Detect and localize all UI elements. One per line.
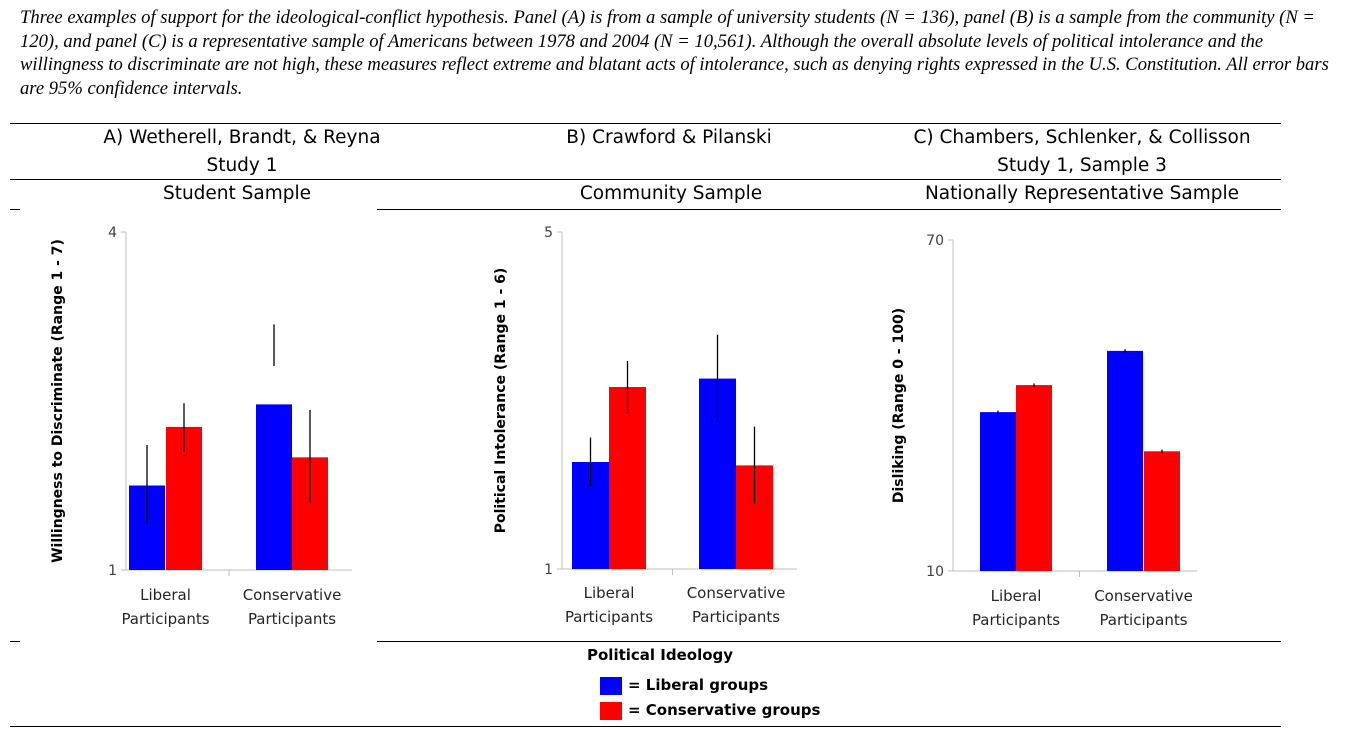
category-label: Conservative <box>1094 587 1193 605</box>
category-label: Liberal <box>584 584 635 602</box>
panel-title-line2: Study 1 <box>206 155 278 176</box>
legend-rule <box>377 641 1281 642</box>
panel-title-line1: C) Chambers, Schlenker, & Collisson <box>913 127 1251 148</box>
y-axis-label: Political Intolerance (Range 1 - 6) <box>493 268 509 534</box>
panel-title-line1: B) Crawford & Pilanski <box>566 127 772 148</box>
panel-a-sample: Student Sample <box>162 183 312 204</box>
y-tick-label: 10 <box>926 564 944 580</box>
panel-title-line2: Study 1, Sample 3 <box>997 155 1167 176</box>
category-label: Conservative <box>687 584 786 602</box>
bar <box>980 412 1016 571</box>
y-axis-label: Willingness to Discriminate (Range 1 - 7… <box>50 239 66 563</box>
bottom-rule <box>10 726 1281 727</box>
y-tick-label: 5 <box>544 225 553 241</box>
category-label: Participants <box>1099 611 1187 629</box>
top-rule <box>10 123 1281 124</box>
bar <box>609 387 646 569</box>
panel-title-line1: A) Wetherell, Brandt, & Reyna <box>103 127 381 148</box>
y-tick-label: 4 <box>108 225 117 241</box>
legend-swatch-conservative <box>600 701 622 720</box>
category-label: Liberal <box>140 586 191 604</box>
legend-item-liberal: = Liberal groups <box>600 675 768 695</box>
sample-rule-left <box>377 209 1281 210</box>
category-label: Participants <box>565 608 653 626</box>
category-label: Participants <box>972 611 1060 629</box>
chart-panel-c: 10 70 Disliking (Range 0 - 100) Liberal Part… <box>891 233 1197 629</box>
y-tick-label: 1 <box>544 562 553 578</box>
legend-label: = Conservative groups <box>628 701 821 719</box>
bar <box>1107 350 1143 571</box>
category-label: Participants <box>692 608 780 626</box>
left-tick-mark <box>10 641 20 642</box>
figure-caption: Three examples of support for the ideolo… <box>20 7 1329 99</box>
bar <box>256 404 292 570</box>
bar <box>1144 451 1180 571</box>
y-tick-label: 1 <box>108 563 117 579</box>
chart-panel-b: 1 5 Political Intolerance (Range 1 - 6) Lib… <box>493 225 797 626</box>
bar <box>1016 385 1052 571</box>
panel-c-sample: Nationally Representative Sample <box>924 183 1240 204</box>
category-label: Participants <box>121 610 209 628</box>
panel-b-title: B) Crawford & Pilanski <box>489 124 849 152</box>
left-tick-mark <box>10 209 20 210</box>
panel-c-title: C) Chambers, Schlenker, & Collisson Stud… <box>882 124 1282 180</box>
chart-panel-a: 1 4 Willingness to Discriminate (Range 1 -… <box>50 225 352 628</box>
legend-label: = Liberal groups <box>628 676 769 694</box>
category-label: Conservative <box>243 586 342 604</box>
legend-title: Political Ideology <box>587 646 734 664</box>
panel-b-sample: Community Sample <box>579 183 763 204</box>
category-label: Liberal <box>991 587 1042 605</box>
legend-item-conservative: = Conservative groups <box>600 700 820 720</box>
category-label: Participants <box>248 610 336 628</box>
header-rule <box>10 179 1281 180</box>
legend-swatch-liberal <box>600 676 622 695</box>
panel-a-title: A) Wetherell, Brandt, & Reyna Study 1 <box>62 124 422 180</box>
y-axis-label: Disliking (Range 0 - 100) <box>891 308 907 503</box>
y-tick-label: 70 <box>926 233 944 249</box>
